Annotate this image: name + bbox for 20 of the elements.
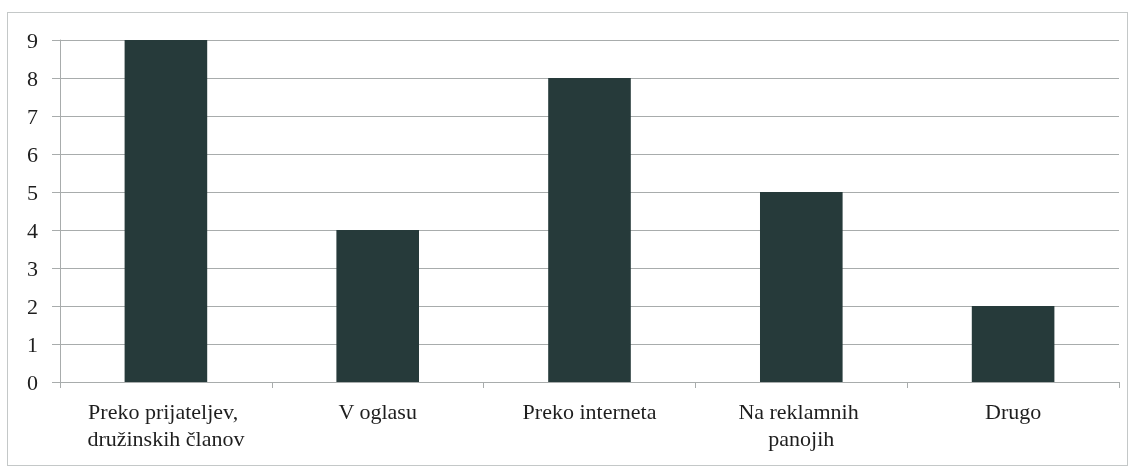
y-tick-label: 4 (27, 217, 38, 243)
x-tick-label: Na reklamnih panojih (738, 399, 865, 451)
y-tick-label: 0 (27, 369, 38, 395)
y-tick-label: 7 (27, 103, 38, 129)
x-tick-label: V oglasu (338, 399, 417, 424)
y-tick-label: 6 (27, 141, 38, 167)
x-tick-label: Drugo (984, 399, 1042, 424)
bar (760, 192, 843, 382)
bar (548, 78, 631, 382)
y-tick-label: 1 (27, 331, 38, 357)
y-tick-label: 2 (27, 293, 38, 319)
bar (336, 230, 419, 382)
bar (124, 40, 208, 382)
y-tick-label: 8 (27, 65, 38, 91)
y-tick-label: 5 (27, 179, 38, 205)
bar (971, 306, 1055, 382)
y-tick-label: 3 (27, 255, 38, 281)
y-tick-label: 9 (27, 27, 38, 53)
x-tick-label: Preko interneta (522, 399, 657, 424)
x-tick-label: Preko prijateljev, družinskih članov (87, 399, 245, 451)
